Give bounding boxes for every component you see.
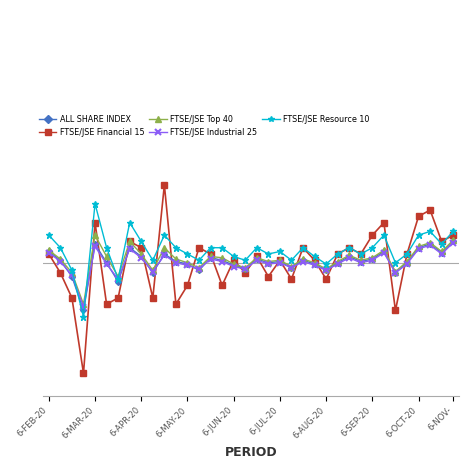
X-axis label: PERIOD: PERIOD: [225, 446, 277, 459]
Legend: ALL SHARE INDEX, FTSE/JSE Financial 15, FTSE/JSE Top 40, FTSE/JSE Industrial 25,: ALL SHARE INDEX, FTSE/JSE Financial 15, …: [39, 115, 369, 137]
